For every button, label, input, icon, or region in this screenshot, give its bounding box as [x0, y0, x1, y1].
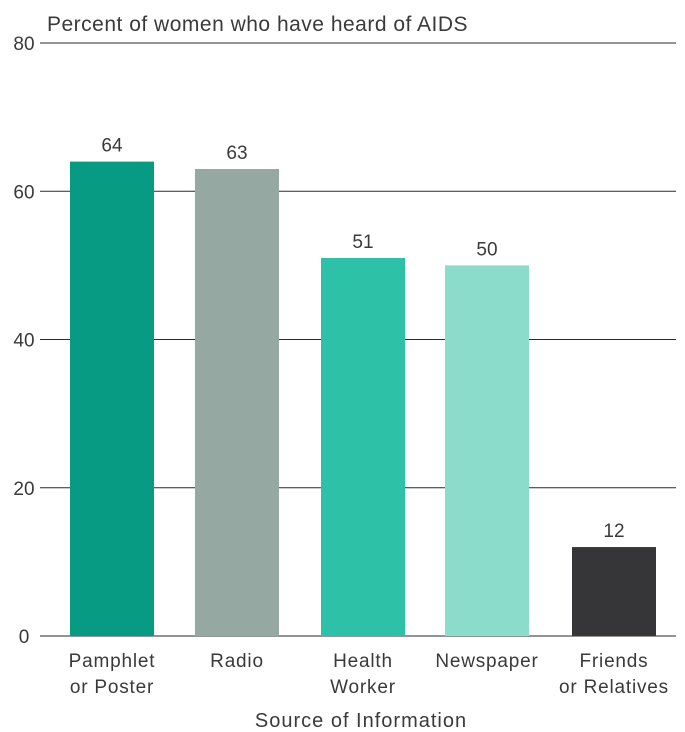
category-label-line: Radio: [210, 651, 264, 672]
y-tick-label: 40: [13, 331, 34, 352]
category-label-line: Health: [333, 651, 393, 672]
category-label: Radio: [210, 651, 264, 672]
value-labels: 64 63 51 50 12: [101, 136, 624, 542]
bars: [70, 161, 656, 636]
y-tick-label: 0: [19, 627, 30, 648]
bar: [321, 257, 405, 636]
bar: [572, 547, 656, 636]
category-label: Friends or Relatives: [559, 651, 669, 698]
category-label-line: Worker: [330, 677, 396, 698]
bar-value-label: 64: [101, 136, 123, 157]
category-label: Health Worker: [330, 651, 396, 698]
bar-value-label: 51: [352, 232, 373, 253]
category-label-line: or Relatives: [559, 677, 669, 698]
y-tick-label: 60: [13, 182, 34, 203]
category-label: Pamphlet or Poster: [69, 651, 156, 698]
chart-title: Percent of women who have heard of AIDS: [47, 13, 468, 36]
y-tick-labels: 0 20 40 60 80: [13, 34, 34, 648]
category-label-line: Pamphlet: [69, 651, 156, 672]
bar: [70, 161, 154, 636]
bar: [195, 169, 279, 636]
category-labels: Pamphlet or Poster Radio Health Worker Newspa…: [69, 651, 669, 698]
x-axis-label: Source of Information: [255, 710, 467, 732]
bar-value-label: 63: [226, 143, 247, 164]
y-tick-label: 80: [13, 34, 34, 55]
bar: [445, 265, 529, 636]
bar-value-label: 50: [476, 239, 497, 260]
category-label-line: Newspaper: [435, 651, 538, 672]
y-tick-label: 20: [13, 479, 34, 500]
category-label-line: or Poster: [70, 677, 154, 698]
category-label-line: Friends: [580, 651, 649, 672]
bar-value-label: 12: [603, 521, 624, 542]
category-label: Newspaper: [435, 651, 538, 672]
